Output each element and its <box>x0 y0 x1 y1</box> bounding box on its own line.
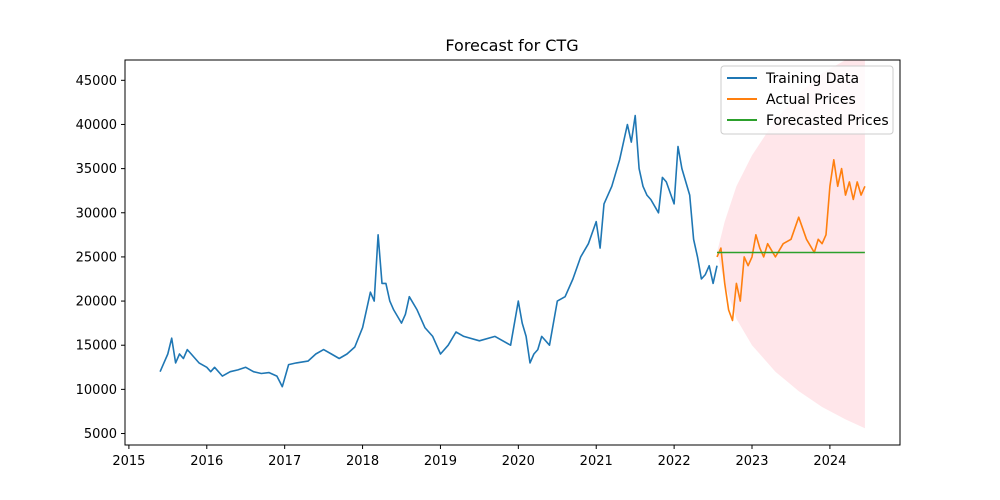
y-tick-label: 10000 <box>76 383 117 398</box>
y-tick-label: 40000 <box>76 118 117 133</box>
x-tick-label: 2021 <box>580 454 613 469</box>
x-tick-label: 2018 <box>346 454 379 469</box>
y-tick-label: 35000 <box>76 162 117 177</box>
y-tick-label: 30000 <box>76 206 117 221</box>
x-tick-label: 2015 <box>112 454 145 469</box>
chart-title: Forecast for CTG <box>445 36 578 55</box>
y-tick-label: 15000 <box>76 339 117 354</box>
x-axis: 2015 2016 2017 2018 2019 2020 2021 2022 2023 2024 <box>112 445 846 469</box>
y-axis: 5000 10000 15000 20000 25000 30000 35000 40000 4… <box>76 74 125 442</box>
series-layer <box>159 114 866 388</box>
y-tick-label: 5000 <box>84 427 117 442</box>
legend-label-2: Forecasted Prices <box>766 113 889 129</box>
y-tick-label: 20000 <box>76 295 117 310</box>
legend-box <box>720 65 894 135</box>
x-tick-label: 2024 <box>813 454 846 469</box>
x-tick-label: 2020 <box>502 454 535 469</box>
legend-label-1: Actual Prices <box>766 92 856 108</box>
x-tick-label: 2023 <box>735 454 768 469</box>
x-tick-label: 2022 <box>658 454 691 469</box>
series-line-1 <box>716 159 866 322</box>
plot-frame <box>124 59 901 446</box>
x-tick-label: 2019 <box>424 454 457 469</box>
legend: Training Data Actual Prices Forecasted Pri… <box>720 65 894 135</box>
y-tick-label: 45000 <box>76 74 117 89</box>
series-line-0 <box>159 114 718 388</box>
confidence-band-layer <box>717 60 865 429</box>
legend-label-0: Training Data <box>765 71 859 87</box>
x-tick-label: 2017 <box>268 454 301 469</box>
x-tick-label: 2016 <box>190 454 223 469</box>
y-tick-label: 25000 <box>76 250 117 265</box>
confidence-band <box>717 60 865 429</box>
